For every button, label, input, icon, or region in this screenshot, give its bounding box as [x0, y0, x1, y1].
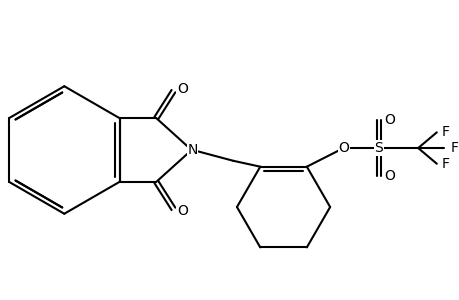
Text: F: F: [441, 157, 448, 171]
Text: O: O: [337, 141, 348, 155]
Text: O: O: [176, 204, 187, 218]
Text: O: O: [383, 169, 394, 184]
Text: S: S: [374, 141, 382, 155]
Text: F: F: [441, 125, 448, 139]
Text: N: N: [187, 143, 197, 157]
Text: F: F: [449, 141, 458, 155]
Text: O: O: [383, 112, 394, 127]
Text: O: O: [176, 82, 187, 96]
